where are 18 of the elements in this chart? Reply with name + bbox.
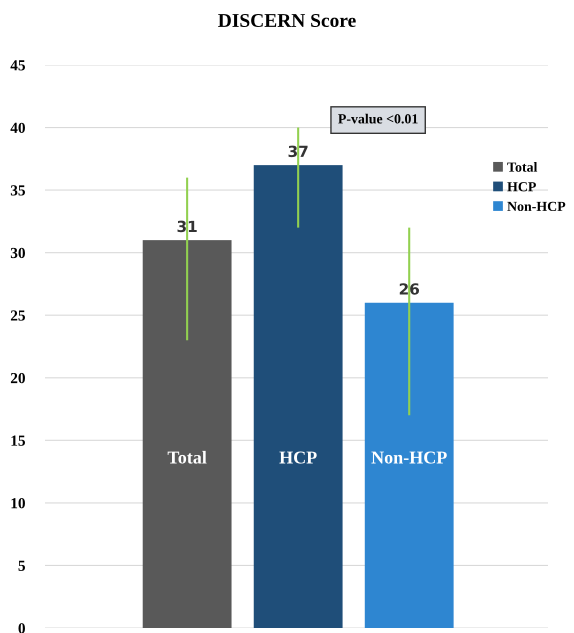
- annotation: P-value <0.01: [338, 114, 418, 124]
- chart-title: DISCERN Score: [218, 14, 356, 28]
- y-tick-label: 0: [18, 623, 25, 633]
- x-tick-label: Total: [168, 450, 207, 464]
- legend-label: Total: [507, 162, 538, 172]
- x-tick-label: HCP: [279, 451, 317, 464]
- y-tick-label: 5: [18, 560, 25, 571]
- y-tick-label: 10: [12, 498, 25, 508]
- y-tick-label: 15: [12, 436, 25, 446]
- legend-label: Non-HCP: [507, 202, 566, 212]
- legend-label: HCP: [507, 182, 536, 192]
- x-tick-label: Non-HCP: [371, 451, 447, 464]
- y-tick-label: 25: [10, 310, 25, 321]
- y-tick-label: 45: [10, 60, 25, 70]
- y-tick-label: 35: [10, 185, 25, 196]
- y-tick-label: 40: [10, 122, 25, 134]
- y-tick-label: 20: [10, 372, 25, 384]
- y-tick-label: 30: [10, 248, 25, 258]
